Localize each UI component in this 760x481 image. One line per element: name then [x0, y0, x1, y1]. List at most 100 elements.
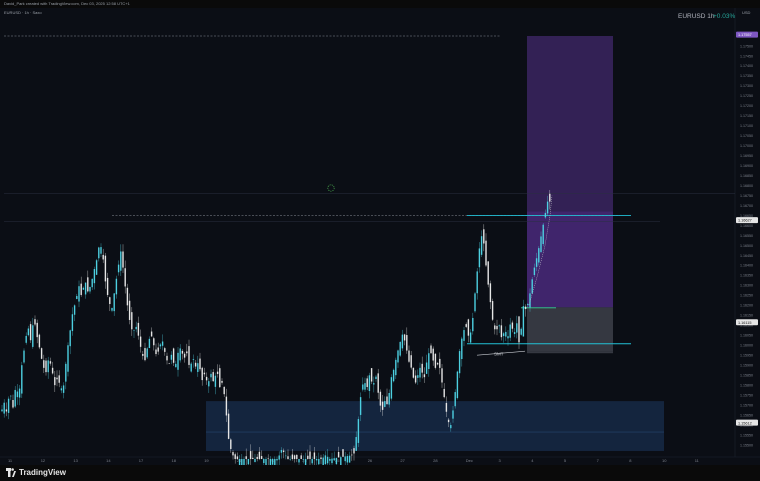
candle-body — [287, 456, 289, 459]
candle-body — [221, 380, 223, 383]
candle-body — [428, 353, 430, 369]
candle-body — [309, 451, 311, 459]
candle-body — [214, 375, 217, 387]
candle-body — [93, 269, 96, 284]
candle-body — [456, 371, 459, 399]
candle-body — [139, 336, 142, 347]
candle-body — [49, 361, 52, 364]
candle-body — [531, 279, 533, 294]
candle-body — [232, 452, 234, 456]
candle-body — [498, 325, 500, 327]
candle-body — [458, 351, 461, 374]
price-tick-label: 1.17250 — [740, 94, 753, 98]
candle-body — [430, 345, 432, 354]
candle-body — [529, 293, 531, 308]
candle-body — [289, 458, 291, 460]
candle-body — [355, 437, 357, 451]
candle-body — [313, 452, 316, 459]
time-tick-label: 27 — [400, 458, 405, 463]
candle-body — [505, 331, 507, 337]
price-label-box — [736, 217, 758, 224]
legend-symbol: EURUSD 1h — [678, 13, 715, 20]
price-tick-label: 1.17050 — [740, 134, 753, 138]
candle-body — [522, 306, 525, 337]
candle-body — [549, 193, 551, 202]
price-label-box — [736, 31, 758, 38]
price-tick-label: 1.17200 — [740, 104, 753, 108]
candle-body — [148, 338, 151, 348]
candle-body — [432, 348, 434, 361]
legend-change: +0.03% — [713, 13, 735, 20]
symbol-description[interactable]: EURUSD · 1h · Saxo — [4, 10, 42, 15]
candle-body — [175, 363, 177, 368]
price-tick-label: 1.16250 — [740, 294, 753, 298]
candle-body — [280, 449, 283, 453]
candle-body — [388, 392, 390, 405]
candle-body — [364, 383, 366, 390]
candle-body — [177, 352, 179, 370]
price-scale-panel[interactable] — [735, 8, 760, 457]
price-tick-label: 1.17450 — [740, 54, 753, 58]
price-tick-label: 1.16800 — [740, 184, 753, 188]
price-tick-label: 1.16950 — [740, 154, 753, 158]
candle-body — [445, 402, 448, 412]
candle-body — [452, 410, 454, 419]
candle-body — [65, 363, 67, 382]
candle-body — [201, 367, 203, 381]
candle-body — [100, 247, 102, 254]
time-tick-label: 3 — [499, 458, 502, 463]
candle-body — [78, 286, 80, 302]
price-tick-label: 1.17350 — [740, 74, 753, 78]
price-tick-label: 1.17300 — [740, 84, 753, 88]
smt-divergence-line[interactable] — [476, 350, 526, 356]
candle-body — [51, 367, 54, 374]
candle-body — [212, 372, 214, 382]
target-marker-icon[interactable] — [327, 184, 335, 192]
candle-body — [225, 396, 228, 416]
price-tick-label: 1.16000 — [740, 344, 753, 348]
chart-background — [0, 8, 760, 465]
candle-body — [516, 323, 518, 333]
risk-zone[interactable] — [527, 307, 613, 352]
candle-body — [71, 314, 74, 332]
candle-body — [533, 267, 536, 276]
candle-body — [106, 277, 109, 295]
candle-body — [269, 458, 272, 465]
candle-body — [245, 456, 247, 459]
candle-body — [161, 341, 164, 346]
candle-body — [102, 254, 104, 260]
candle-body — [84, 282, 87, 295]
candle-body — [67, 345, 69, 372]
candle-body — [357, 419, 360, 443]
candle-body — [69, 330, 71, 347]
time-tick-label: 8 — [629, 458, 632, 463]
candle-body — [518, 316, 520, 343]
candle-body — [249, 451, 252, 459]
candle-body — [21, 365, 23, 394]
candle-body — [406, 335, 408, 351]
candle-body — [408, 350, 410, 362]
demand-zone[interactable] — [206, 401, 664, 451]
candle-body — [5, 409, 8, 412]
price-chart[interactable]: EURUSD · 1h · Saxo EURUSD 1h+0.03% USD 1.17… — [0, 8, 760, 465]
time-tick-label: 11 — [8, 458, 13, 463]
candle-body — [43, 360, 45, 368]
price-tick-label: 1.17150 — [740, 114, 753, 118]
candle-body — [342, 449, 344, 457]
candle-body — [359, 397, 362, 415]
candle-body — [375, 376, 377, 379]
target-zone-filled — [527, 211, 613, 308]
candle-body — [366, 378, 368, 388]
candle-body — [322, 457, 324, 465]
candle-body — [298, 458, 300, 463]
candle-body — [45, 360, 47, 373]
candle-body — [412, 367, 415, 378]
candle-body — [300, 455, 302, 459]
price-tick-label: 1.15550 — [740, 433, 753, 437]
candle-body — [124, 268, 126, 287]
time-tick-label: Dec — [466, 458, 473, 463]
candle-body — [291, 454, 294, 459]
candle-body — [337, 451, 340, 458]
candle-body — [348, 455, 351, 463]
candle-body — [230, 439, 232, 449]
